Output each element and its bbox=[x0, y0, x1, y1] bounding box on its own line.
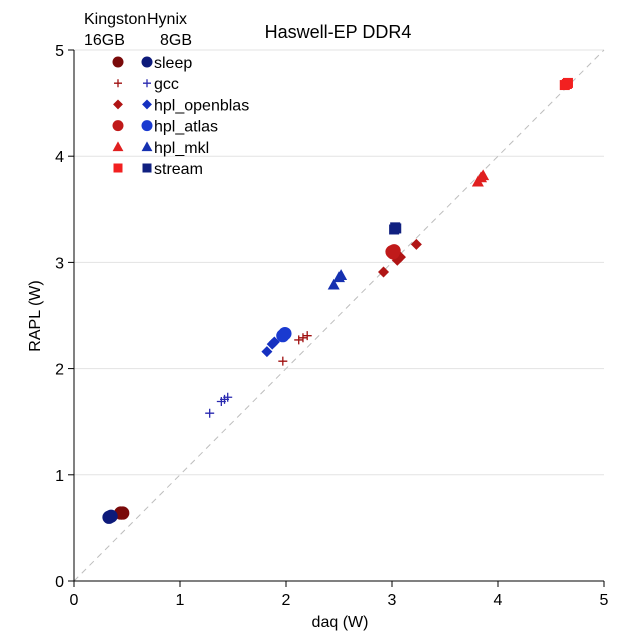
legend-label-hpl_mkl: hpl_mkl bbox=[154, 140, 209, 157]
point-gcc-16gb bbox=[302, 331, 312, 341]
x-tick-label: 5 bbox=[600, 592, 609, 609]
legend-marker-gcc bbox=[143, 79, 151, 88]
axes bbox=[68, 49, 605, 587]
point-sleep-8gb bbox=[104, 509, 118, 523]
point-sleep-16gb bbox=[116, 506, 130, 520]
x-tick-label: 3 bbox=[388, 592, 397, 609]
reference-line bbox=[73, 49, 605, 582]
legend-marker-gcc bbox=[114, 79, 122, 88]
legend-marker-hpl_atlas bbox=[141, 120, 153, 132]
legend-column-subheader: 16GB bbox=[84, 32, 125, 49]
x-tick-label: 0 bbox=[70, 592, 79, 609]
y-tick-label: 2 bbox=[55, 362, 64, 379]
legend-marker-sleep bbox=[141, 56, 153, 68]
reference-line-layer bbox=[73, 49, 605, 582]
point-hpl_openblas-16gb bbox=[378, 266, 390, 278]
legend-marker-stream bbox=[113, 163, 123, 173]
legend-column-header: Hynix bbox=[147, 11, 187, 28]
legend-marker-hpl_mkl bbox=[141, 141, 153, 152]
legend-label-stream: stream bbox=[154, 161, 203, 178]
x-tick-label: 2 bbox=[282, 592, 291, 609]
point-hpl_openblas-16gb bbox=[410, 238, 422, 250]
legend: Kingston 16GB Hynix 8GB sleep gcc hpl_openblas… bbox=[84, 11, 249, 178]
point-stream-16gb bbox=[562, 77, 573, 88]
x-axis-label: daq (W) bbox=[312, 614, 369, 631]
point-gcc-16gb bbox=[278, 356, 288, 366]
legend-column-subheader: 8GB bbox=[160, 32, 192, 49]
legend-marker-sleep bbox=[112, 56, 124, 68]
point-hpl_atlas-16gb bbox=[386, 246, 400, 260]
x-tick-label: 4 bbox=[494, 592, 503, 609]
legend-column-header: Kingston bbox=[84, 11, 146, 28]
grid bbox=[74, 49, 604, 476]
legend-marker-hpl_mkl bbox=[112, 141, 124, 152]
legend-label-hpl_atlas: hpl_atlas bbox=[154, 119, 218, 136]
point-hpl_openblas-8gb bbox=[268, 336, 280, 348]
x-tick-label: 1 bbox=[176, 592, 185, 609]
legend-label-sleep: sleep bbox=[154, 55, 192, 72]
point-gcc-16gb bbox=[298, 333, 308, 343]
point-hpl_atlas-8gb bbox=[278, 326, 292, 341]
y-axis-label: RAPL (W) bbox=[27, 280, 44, 351]
tick-labels: 0 1 2 3 4 5 0 1 2 3 4 5 bbox=[55, 43, 608, 609]
y-tick-label: 1 bbox=[55, 468, 64, 485]
data-points bbox=[102, 77, 573, 524]
point-gcc-8gb bbox=[205, 408, 215, 418]
legend-marker-hpl_openblas bbox=[113, 99, 123, 110]
y-tick-label: 3 bbox=[55, 255, 64, 272]
point-hpl_openblas-8gb bbox=[261, 346, 273, 358]
chart-title: Haswell-EP DDR4 bbox=[265, 22, 412, 42]
legend-marker-hpl_openblas bbox=[142, 99, 152, 110]
legend-marker-stream bbox=[142, 163, 152, 173]
legend-marker-hpl_atlas bbox=[112, 120, 124, 132]
y-tick-label: 0 bbox=[55, 574, 64, 591]
point-hpl_mkl-16gb bbox=[477, 169, 490, 181]
point-hpl_mkl-8gb bbox=[327, 278, 340, 290]
point-hpl_mkl-8gb bbox=[335, 269, 348, 280]
point-gcc-16gb bbox=[294, 335, 304, 345]
legend-label-gcc: gcc bbox=[154, 76, 179, 93]
y-tick-label: 4 bbox=[55, 149, 64, 166]
legend-label-hpl_openblas: hpl_openblas bbox=[154, 97, 249, 114]
point-gcc-8gb bbox=[223, 392, 233, 402]
point-stream-8gb bbox=[391, 223, 402, 234]
y-tick-label: 5 bbox=[55, 43, 64, 60]
